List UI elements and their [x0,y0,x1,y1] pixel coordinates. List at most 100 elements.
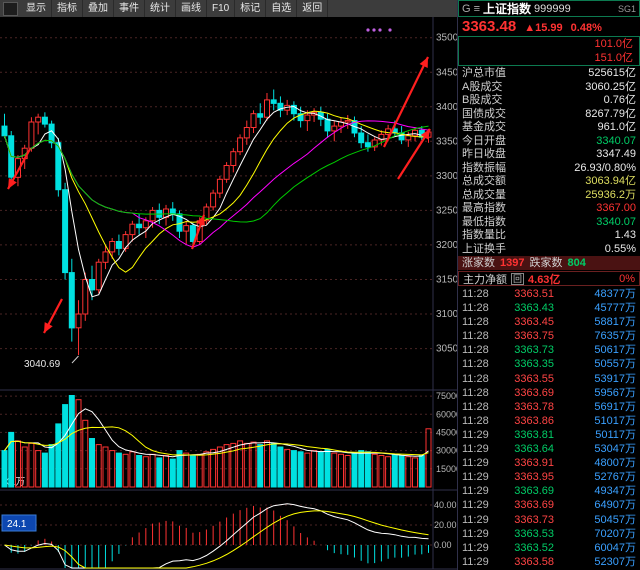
stat-label: 总成交量 [462,188,506,201]
tick-row-5[interactable]: 11:28 3363.35 50557万 [458,357,640,371]
stat-label: B股成交 [462,94,503,106]
tick-volume: 52767万 [594,471,636,484]
tick-price: 3363.35 [514,358,554,371]
market-breadth-row: 涨家数 1397 跌家数 804 [458,256,640,270]
svg-text:15000: 15000 [436,464,457,474]
toolbar-button-统计[interactable]: 统计 [145,0,176,17]
tick-row-14[interactable]: 11:29 3363.69 49347万 [458,484,640,498]
tick-time: 11:29 [462,499,489,512]
stat-value: 3340.07 [596,134,636,147]
price-ma-lines [4,105,429,298]
tick-row-12[interactable]: 11:29 3363.91 48007万 [458,456,640,470]
candlestick-series [1,89,432,355]
tick-volume: 49347万 [594,485,636,498]
toolbar-button-自选[interactable]: 自选 [266,0,298,17]
svg-text:3200: 3200 [436,240,457,251]
kline-chart[interactable]: 3500 3450 3400 3350 3300 3250 3200 3150 3100 3050… [0,17,457,570]
stat-value: 3340.07 [596,215,636,228]
stat-value: 3347.49 [596,148,636,160]
advancers-count: 1397 [500,257,525,269]
tick-price: 3363.45 [514,316,554,329]
stat-value: 3367.00 [596,202,636,214]
tick-price: 3363.43 [514,302,554,315]
decliners-label: 跌家数 [529,257,563,269]
tick-row-1[interactable]: 11:28 3363.43 45777万 [458,301,640,315]
tick-row-2[interactable]: 11:28 3363.45 58817万 [458,315,640,329]
app-icon[interactable] [3,1,18,16]
menu-icon[interactable]: ≡ [473,2,480,15]
tick-volume: 51017万 [594,414,636,427]
tick-row-8[interactable]: 11:28 3363.78 56917万 [458,400,640,414]
tick-row-19[interactable]: 11:29 3363.58 52307万 [458,555,640,569]
tick-time: 11:29 [462,443,489,456]
stat-row-2: B股成交 0.76亿 [458,94,640,108]
toolbar-button-画线[interactable]: 画线 [176,0,207,17]
group-indicator[interactable]: G [462,2,471,15]
tick-row-11[interactable]: 11:29 3363.64 53047万 [458,442,640,456]
tick-row-18[interactable]: 11:29 3363.52 60047万 [458,541,640,555]
tick-row-10[interactable]: 11:29 3363.81 50117万 [458,428,640,442]
stat-row-4: 基金成交 961.0亿 [458,121,640,135]
tick-row-3[interactable]: 11:28 3363.75 76357万 [458,329,640,343]
tick-row-7[interactable]: 11:28 3363.69 59567万 [458,386,640,400]
tick-time: 11:28 [462,358,489,371]
stat-label: 昨日收盘 [462,148,506,160]
tick-volume: 59567万 [594,386,636,399]
stat-label: 上证换手 [462,242,506,255]
main-force-value: 4.63亿 [528,273,561,286]
stat-label: 总成交额 [462,175,506,187]
stat-value: 525615亿 [588,67,636,79]
toolbar-button-显示[interactable]: 显示 [21,0,52,17]
replay-icon[interactable]: 回 [511,272,525,285]
stat-row-0: 沪总市值 525615亿 [458,67,640,81]
tick-price: 3363.64 [514,443,554,456]
tick-row-0[interactable]: 11:28 3363.51 48377万 [458,287,640,301]
stat-row-9: 总成交量 25936.2万 [458,189,640,203]
tick-price: 3363.53 [514,527,554,540]
tick-volume: 50557万 [594,358,636,371]
stat-label: 今日开盘 [462,134,506,147]
tick-row-15[interactable]: 11:29 3363.69 64907万 [458,498,640,512]
svg-text:3100: 3100 [436,309,457,320]
stat-label: 最高指数 [462,202,506,214]
main-force-label: 主力净额 [463,273,507,286]
tick-row-17[interactable]: 11:29 3363.53 70207万 [458,527,640,541]
tick-price: 3363.86 [514,414,554,427]
tick-volume: 48377万 [594,288,636,300]
decliners-count: 804 [567,257,586,269]
funds-inflow: 101.0亿 [594,38,633,50]
tick-row-4[interactable]: 11:28 3363.73 50617万 [458,343,640,357]
tick-row-13[interactable]: 11:29 3363.95 52767万 [458,470,640,484]
tick-row-16[interactable]: 11:29 3363.73 50457万 [458,513,640,527]
toolbar-button-返回[interactable]: 返回 [297,0,329,17]
tick-volume: 53917万 [594,372,636,385]
toolbar-button-事件[interactable]: 事件 [114,0,145,17]
stat-label: 指数振幅 [462,161,506,174]
tick-volume: 53047万 [594,443,636,456]
toolbar-button-指标[interactable]: 指标 [52,0,83,17]
tick-volume: 45777万 [594,302,636,315]
svg-text:75000: 75000 [436,391,457,401]
svg-text:24.1: 24.1 [7,519,27,530]
macd-value-badge: 24.1 [1,514,37,532]
tick-row-6[interactable]: 11:28 3363.55 53917万 [458,372,640,386]
pane-separators [0,17,457,570]
quote-panel: G ≡ 上证指数 999999 SG1 3363.48 ▲15.99 0.48%… [457,0,640,570]
toolbar-button-标记[interactable]: 标记 [235,0,267,17]
svg-text:20.00: 20.00 [434,520,457,530]
tick-time: 11:28 [462,288,489,300]
price-axis: 3500 3450 3400 3350 3300 3250 3200 3150 3100 3050 [436,33,457,355]
tick-volume: 64907万 [594,499,636,512]
svg-text:0.00: 0.00 [434,540,452,550]
funds-outflow: 151.0亿 [594,52,633,64]
macd-axis: 40.00 20.00 0.00 [434,500,457,550]
tick-time: 11:28 [462,330,489,343]
svg-text:3400: 3400 [436,102,457,113]
tick-row-9[interactable]: 11:28 3363.86 51017万 [458,414,640,428]
price-change-pct: 0.48% [570,22,602,34]
stat-label: 指数量比 [462,229,506,241]
tick-price: 3363.75 [514,330,554,343]
toolbar-button-叠加[interactable]: 叠加 [83,0,114,17]
toolbar-button-F10[interactable]: F10 [207,0,236,17]
svg-text:3350: 3350 [436,136,457,147]
